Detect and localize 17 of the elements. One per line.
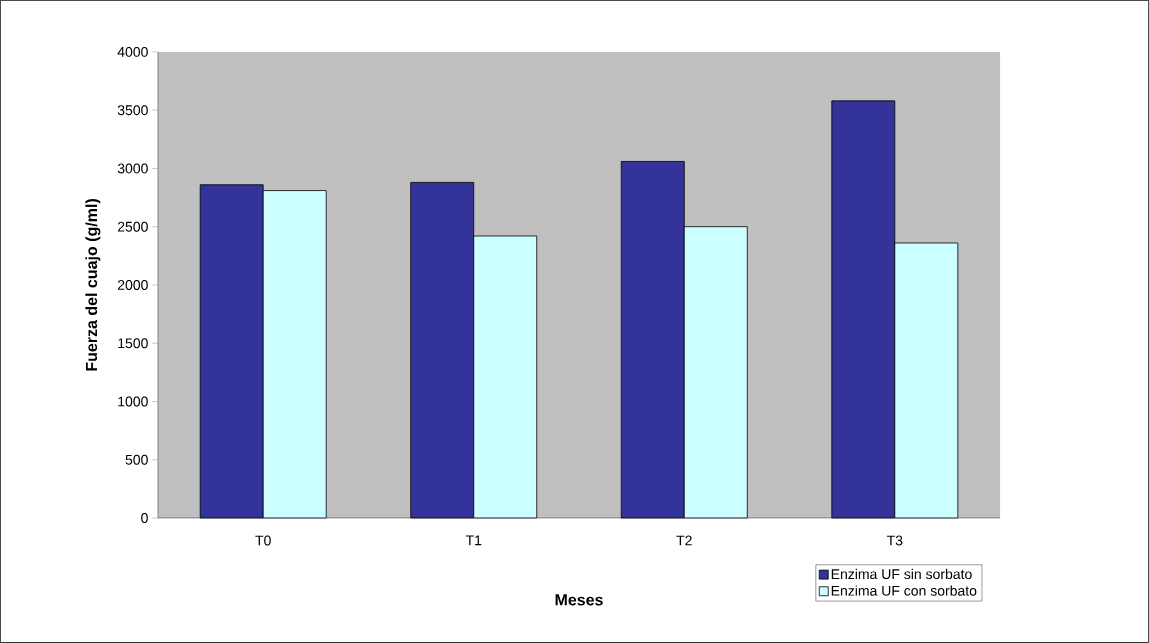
legend-label: Enzima UF sin sorbato [831,568,972,580]
x-tick-label: T1 [465,535,482,546]
x-axis-title: Meses [555,594,603,606]
y-tick-label: 1500 [118,338,148,349]
y-tick-label: 500 [125,454,148,465]
y-axis-title: Fuerza del cuajo (g/ml) [85,199,101,371]
y-tick-label: 3500 [117,105,148,116]
y-tick-label: 0 [141,513,148,523]
y-tick-label: 3000 [117,163,148,174]
y-tick-label: 1000 [118,396,148,407]
y-tick-label: 2000 [117,280,148,290]
legend-label: Enzima UF con sorbato [831,585,977,596]
y-tick-label: 2500 [117,221,148,232]
y-tick-label: 4000 [117,46,148,57]
x-tick-label: T2 [676,535,692,546]
x-tick-label: T0 [255,535,271,546]
x-tick-label: T3 [886,535,903,546]
